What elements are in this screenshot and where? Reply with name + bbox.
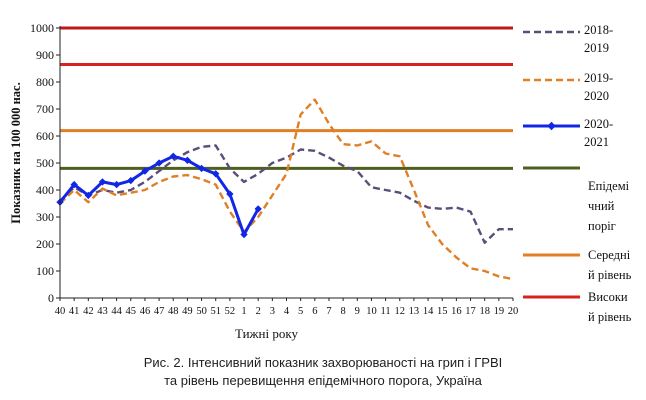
series-point-2020-2021 [169,152,177,160]
x-tick-label: 44 [111,306,122,317]
legend-label: 2020 [584,89,609,103]
legend-label: 2018- [584,23,613,37]
y-tick-label: 700 [36,102,54,116]
x-tick-label: 17 [465,306,476,317]
x-tick-label: 5 [298,306,303,317]
x-tick-label: 7 [326,306,331,317]
series-line-2019-2020 [59,98,514,281]
x-axis-title: Тижні року [235,326,299,341]
series-point-2020-2021 [98,178,107,186]
y-tick-label: 100 [36,264,54,278]
legend-label: 2020- [584,117,613,131]
x-tick-label: 40 [55,306,66,317]
legend-label: 2019 [584,41,609,55]
x-tick-label: 13 [409,306,420,317]
legend-label: 2019- [584,71,613,85]
x-tick-label: 1 [241,306,246,317]
x-tick-label: 20 [508,306,519,317]
x-tick-label: 19 [494,306,505,317]
series-line-2018-2019 [59,144,513,244]
legend-label: поріг [588,219,616,233]
x-tick-label: 18 [479,306,490,317]
legend-label: Середні [588,248,631,262]
x-tick-label: 51 [210,306,221,317]
series-point-2020-2021 [155,159,163,167]
x-tick-label: 41 [69,306,80,317]
series-point-2020-2021 [112,180,121,189]
y-tick-label: 0 [48,291,54,305]
figure-caption-line1: Рис. 2. Інтенсивний показник захворювано… [143,355,503,370]
x-tick-label: 15 [437,306,448,317]
series-point-2020-2021 [240,230,248,239]
series-point-2020-2021 [183,156,192,164]
y-tick-label: 600 [36,129,54,143]
x-tick-label: 9 [355,306,360,317]
series-point-2020-2021 [212,170,220,178]
y-tick-label: 800 [36,75,54,89]
figure-caption-line2: та рівень перевищення епідемічного порог… [164,373,482,388]
series-point-2020-2021 [84,191,92,200]
legend-label: 2021 [584,135,609,149]
x-tick-label: 14 [423,306,434,317]
x-tick-label: 47 [154,306,165,317]
series-point-2020-2021 [127,176,135,185]
legend-label: й рівень [588,310,632,324]
x-tick-label: 49 [182,306,193,317]
x-tick-label: 11 [381,306,391,317]
x-tick-label: 50 [196,306,207,317]
x-tick-label: 6 [312,306,317,317]
legend-label: чний [588,199,615,213]
legend-label: й рівень [588,268,632,282]
series-point-2020-2021 [226,190,234,198]
x-tick-label: 48 [168,306,179,317]
y-tick-label: 500 [36,156,54,170]
y-tick-label: 1000 [30,21,54,35]
x-tick-label: 12 [395,306,406,317]
series-point-2020-2021 [141,167,149,175]
y-axis-title: Показник на 100 000 нас. [9,82,23,223]
x-tick-label: 42 [83,306,94,317]
y-tick-label: 400 [36,183,54,197]
y-tick-label: 200 [36,237,54,251]
x-tick-label: 3 [270,306,275,317]
legend-label: Високи [588,290,628,304]
x-tick-label: 45 [126,306,137,317]
x-tick-label: 43 [97,306,108,317]
x-tick-label: 4 [284,306,290,317]
y-tick-label: 900 [36,48,54,62]
x-tick-label: 10 [366,306,377,317]
x-tick-label: 16 [451,306,462,317]
legend-label: Епідемі [588,179,630,193]
x-tick-label: 52 [225,306,236,317]
legend-marker [547,121,556,131]
y-tick-label: 300 [36,210,54,224]
x-tick-label: 2 [256,306,261,317]
series-point-2020-2021 [70,180,78,189]
x-tick-label: 46 [140,306,151,317]
x-tick-label: 8 [341,306,346,317]
